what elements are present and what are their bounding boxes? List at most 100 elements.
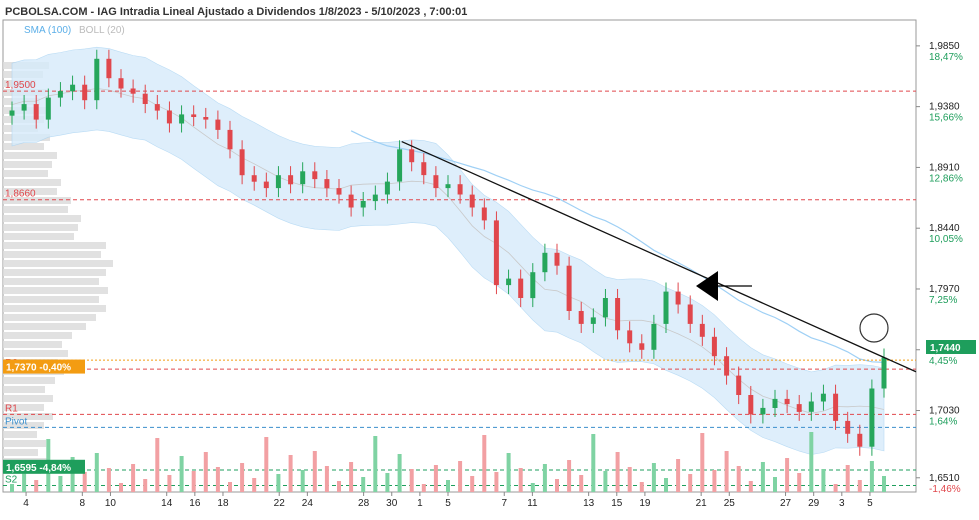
volume-bar bbox=[300, 470, 305, 492]
histogram-bar bbox=[3, 314, 96, 321]
volume-bar bbox=[688, 474, 693, 492]
x-axis-label: 25 bbox=[724, 498, 736, 509]
volume-bar bbox=[664, 478, 668, 492]
volume-bar bbox=[264, 437, 269, 492]
candle bbox=[615, 298, 621, 331]
histogram-bar bbox=[3, 449, 38, 456]
histogram-bar bbox=[3, 377, 55, 384]
histogram-bar bbox=[3, 296, 99, 303]
x-axis-label: 28 bbox=[358, 498, 370, 509]
right-axis-price: 1,7970 bbox=[929, 284, 960, 295]
x-axis-label: 16 bbox=[189, 498, 201, 509]
volume-bar bbox=[22, 465, 27, 492]
right-axis-pct: 15,66% bbox=[929, 113, 963, 124]
volume-bar bbox=[106, 468, 111, 492]
histogram-bar bbox=[3, 206, 68, 213]
candle bbox=[687, 304, 693, 324]
candle bbox=[711, 336, 717, 357]
x-axis-label: 5 bbox=[445, 498, 451, 509]
candle bbox=[312, 171, 318, 180]
candle bbox=[142, 93, 148, 104]
level-label-pivot: Pivot bbox=[5, 416, 27, 427]
histogram-bar bbox=[3, 440, 46, 447]
annotations bbox=[401, 140, 917, 373]
candle bbox=[469, 194, 475, 208]
volume-bar bbox=[470, 476, 475, 492]
candle bbox=[324, 179, 330, 189]
volume-bar bbox=[433, 465, 438, 492]
volume-bar bbox=[833, 484, 838, 492]
x-axis-label: 3 bbox=[839, 498, 845, 509]
x-axis-label: 10 bbox=[105, 498, 117, 509]
volume-bar bbox=[676, 459, 681, 492]
x-axis-label: 18 bbox=[217, 498, 229, 509]
candle bbox=[784, 398, 790, 405]
x-axis: 4 8 10 14 16 18 22 24 28 30 1 5 7 11 13 15 19 21 25 27 29 3 5 bbox=[23, 492, 873, 509]
volume-bar bbox=[446, 480, 450, 492]
candle bbox=[760, 407, 766, 415]
candle bbox=[627, 330, 633, 344]
volume-bar bbox=[119, 483, 123, 492]
candle bbox=[372, 194, 378, 202]
volume-bar bbox=[700, 433, 705, 492]
x-axis-label: 7 bbox=[501, 498, 507, 509]
volume-bar bbox=[228, 482, 232, 492]
volume-bar bbox=[409, 469, 414, 492]
candle bbox=[166, 110, 172, 124]
histogram-bar bbox=[3, 404, 44, 411]
volume-bar bbox=[312, 451, 317, 492]
volume-bar bbox=[591, 434, 596, 492]
candle bbox=[130, 88, 136, 94]
volume-bar bbox=[773, 477, 777, 492]
volume-bar bbox=[288, 455, 293, 492]
volume-bar bbox=[615, 452, 620, 492]
tag-low bbox=[3, 459, 85, 474]
volume-bar bbox=[155, 438, 160, 492]
candle bbox=[699, 323, 705, 337]
volume-bar bbox=[34, 480, 39, 492]
histogram-bar bbox=[3, 386, 45, 393]
histogram-bar bbox=[3, 431, 37, 438]
candle bbox=[808, 401, 814, 412]
volume-bar bbox=[458, 461, 463, 492]
volume-bar bbox=[518, 468, 523, 492]
candle bbox=[118, 78, 124, 89]
histogram-bar bbox=[3, 395, 53, 402]
sma-line bbox=[350, 130, 885, 363]
right-axis-pct: 10,05% bbox=[929, 234, 963, 245]
candle bbox=[70, 84, 76, 92]
candle bbox=[566, 265, 572, 311]
candle bbox=[554, 252, 560, 266]
volume-bar bbox=[482, 435, 487, 492]
volume-bar bbox=[70, 457, 75, 492]
histogram-bar bbox=[3, 215, 81, 222]
histogram-bar bbox=[3, 269, 106, 276]
histogram-bar bbox=[3, 413, 53, 420]
candle bbox=[433, 175, 439, 189]
volume-bar bbox=[760, 462, 765, 492]
volume-bar bbox=[797, 473, 802, 492]
volume-bar bbox=[349, 462, 354, 492]
x-axis-label: 15 bbox=[611, 498, 623, 509]
volume-bar bbox=[131, 464, 136, 492]
histogram-bar bbox=[3, 188, 57, 195]
volume-bar bbox=[603, 471, 608, 492]
candle bbox=[869, 388, 875, 447]
candle bbox=[530, 272, 536, 299]
volume-bar bbox=[10, 484, 14, 492]
volume-bar bbox=[579, 475, 584, 492]
histogram-bar bbox=[3, 287, 108, 294]
volume-bar bbox=[397, 454, 402, 492]
candle bbox=[215, 119, 221, 130]
candle bbox=[227, 129, 233, 150]
volume-bar bbox=[821, 469, 826, 492]
volume-bar bbox=[203, 452, 208, 492]
boll-legend: BOLL (20) bbox=[79, 25, 125, 36]
candle bbox=[33, 104, 39, 120]
volume-bar bbox=[506, 453, 511, 492]
volume-bar bbox=[542, 464, 547, 492]
volume-bar bbox=[809, 432, 814, 492]
volume-bar bbox=[240, 463, 245, 492]
sma-legend: SMA (100) bbox=[24, 25, 71, 36]
